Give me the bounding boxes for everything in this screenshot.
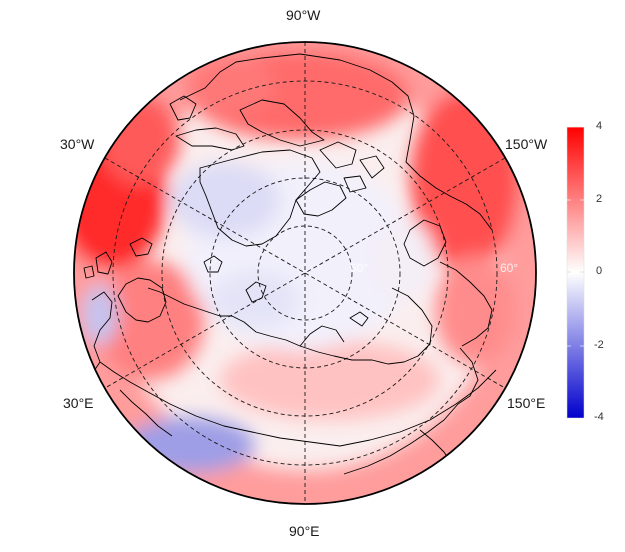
colorbar-tick-label-0: 0 <box>596 265 603 277</box>
canada-warm-field-2 <box>185 55 275 115</box>
baffin-coast <box>175 127 245 151</box>
north-atlantic-warm-field-2 <box>100 95 180 185</box>
chukotka-coast <box>391 287 433 363</box>
coastlines <box>83 53 497 475</box>
lat-label-left: 60° <box>350 261 368 275</box>
colorbar-tick-label-4: 4 <box>596 120 603 132</box>
graticule-ring-1 <box>257 225 353 321</box>
canada-arctic-archipelago <box>319 141 385 193</box>
kara-cool-field <box>210 270 300 330</box>
scandinavia-coast <box>117 277 167 323</box>
novaya-zemlya <box>245 281 267 303</box>
alaska-neutral-field <box>375 220 435 300</box>
bering-warm-field <box>435 255 515 365</box>
asia-mainland-border <box>147 369 497 447</box>
colorbar-tick-label-n4: -4 <box>594 411 604 423</box>
labrador-coast <box>169 95 197 121</box>
iceland <box>129 237 153 257</box>
lon-label-bottom: 90°E <box>289 523 320 539</box>
graticule <box>104 42 506 504</box>
svalbard <box>203 255 223 273</box>
europe-coast <box>91 291 149 393</box>
west-europe-cool-field <box>82 285 118 345</box>
caspian-region <box>119 389 173 437</box>
lon-label-lower-right: 150°E <box>507 395 546 411</box>
colorbar-tick-label-n2: -2 <box>594 339 604 351</box>
kamchatka-coast <box>457 347 479 405</box>
colorbar-tick-label-2: 2 <box>596 193 603 205</box>
greenland-cool-field <box>170 162 280 238</box>
siberia-mild-field <box>220 340 440 420</box>
north-america-coast <box>179 53 493 231</box>
alaska-coast <box>403 219 447 267</box>
greenland-coast <box>199 149 321 247</box>
lon-label-top: 90°W <box>286 7 321 23</box>
lon-label-lower-left: 30°E <box>63 395 94 411</box>
pacific-rim-coast <box>343 403 459 475</box>
map-border <box>73 41 537 505</box>
lon-label-upper-left: 30°W <box>60 136 95 152</box>
british-isles <box>83 251 113 279</box>
siberia-coast <box>147 287 405 365</box>
central-asia-cool-field <box>125 417 255 473</box>
colorbar <box>566 126 585 419</box>
ellesmere-coast <box>295 181 347 217</box>
east-siberian-islands <box>349 311 369 327</box>
taymyr-coast <box>299 325 345 347</box>
hudson-bay-coast <box>239 99 325 147</box>
bering-coast <box>439 261 493 347</box>
lat-label-right: 60° <box>500 261 518 275</box>
lon-label-upper-right: 150°W <box>505 136 548 152</box>
